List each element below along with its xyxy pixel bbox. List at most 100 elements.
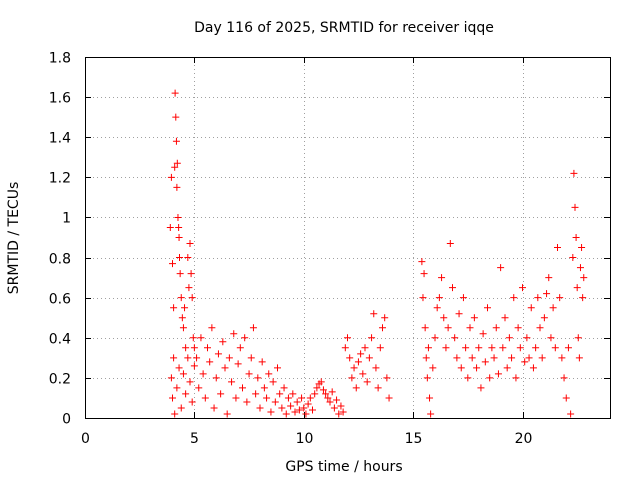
- data-point: [190, 362, 198, 370]
- data-point: [422, 354, 430, 362]
- data-point: [580, 274, 588, 282]
- data-point: [247, 354, 255, 362]
- data-point: [298, 394, 306, 402]
- data-point: [276, 390, 284, 398]
- data-point: [426, 394, 434, 402]
- data-point: [477, 384, 485, 392]
- data-point: [514, 324, 522, 332]
- data-point: [516, 344, 524, 352]
- data-point: [429, 364, 437, 372]
- data-point: [287, 402, 295, 410]
- data-point: [319, 386, 327, 394]
- data-point: [176, 270, 184, 278]
- data-point: [252, 390, 260, 398]
- data-point: [572, 234, 580, 241]
- data-point: [567, 410, 575, 418]
- data-point: [510, 294, 518, 302]
- data-point: [174, 213, 182, 221]
- data-point: [181, 304, 189, 312]
- data-point: [385, 394, 393, 402]
- data-point: [341, 344, 349, 352]
- data-point: [521, 358, 529, 366]
- data-point: [466, 324, 474, 332]
- y-tick-label: 1.8: [49, 51, 71, 67]
- data-point: [346, 354, 354, 362]
- data-point: [309, 406, 316, 414]
- data-point: [184, 254, 192, 262]
- data-point: [179, 370, 187, 378]
- data-point: [457, 364, 465, 372]
- data-point: [468, 354, 476, 362]
- y-tick-label: 0.4: [49, 332, 71, 348]
- y-tick-label: 0.8: [49, 252, 71, 268]
- data-point: [256, 404, 264, 412]
- data-point: [556, 294, 564, 302]
- data-point: [186, 378, 194, 386]
- data-point: [289, 390, 297, 398]
- data-point: [525, 354, 533, 362]
- data-point: [484, 304, 491, 312]
- data-point: [335, 410, 343, 418]
- data-point: [265, 370, 273, 378]
- data-point: [293, 398, 301, 406]
- data-point: [569, 254, 577, 262]
- data-point: [217, 390, 225, 398]
- data-point: [311, 390, 319, 398]
- data-point: [333, 396, 341, 404]
- y-tick-label: 1.6: [49, 91, 71, 107]
- y-tick-label: 0.2: [49, 372, 71, 388]
- data-point: [313, 384, 321, 392]
- data-point: [190, 344, 198, 352]
- data-point: [169, 260, 176, 268]
- data-point: [175, 234, 183, 241]
- data-point: [171, 410, 179, 418]
- data-point: [291, 408, 299, 416]
- data-point: [228, 378, 236, 386]
- data-point: [173, 183, 181, 191]
- y-tick-labels: 0 0.2 0.4 0.6 0.8 1 1.2 1.4 1.6 1.8: [49, 51, 71, 428]
- data-point: [230, 330, 238, 338]
- x-axis-label: GPS time / hours: [285, 459, 402, 475]
- data-point: [258, 358, 266, 366]
- data-point: [505, 334, 513, 342]
- data-point: [212, 374, 220, 382]
- x-tick-label: 20: [515, 431, 533, 447]
- x-tick-label: 0: [81, 431, 90, 447]
- data-point: [176, 254, 183, 262]
- data-point: [208, 324, 216, 332]
- data-point: [239, 384, 246, 392]
- data-point: [449, 284, 456, 292]
- data-point: [354, 358, 362, 366]
- data-point: [221, 364, 229, 372]
- chart-title: Day 116 of 2025, SRMTID for receiver iqq…: [194, 20, 494, 36]
- data-point: [300, 404, 308, 412]
- data-point: [574, 334, 582, 342]
- data-point: [317, 378, 325, 386]
- data-point: [295, 406, 303, 414]
- data-point: [444, 324, 452, 332]
- data-point: [532, 344, 540, 352]
- data-point: [170, 354, 178, 362]
- data-point: [512, 374, 520, 382]
- data-point: [420, 270, 428, 278]
- data-point: [199, 370, 207, 378]
- data-point: [538, 354, 546, 362]
- data-point: [302, 410, 310, 418]
- data-point: [175, 223, 183, 231]
- data-point: [167, 173, 175, 181]
- data-point: [172, 113, 180, 121]
- data-point: [558, 354, 566, 362]
- grid-lines: [85, 57, 610, 418]
- data-point: [365, 354, 373, 362]
- y-tick-label: 1.4: [49, 131, 71, 147]
- data-point: [177, 404, 185, 412]
- data-point: [562, 394, 570, 402]
- data-point: [578, 244, 586, 252]
- data-point: [193, 354, 201, 362]
- x-tick-label: 15: [405, 431, 423, 447]
- data-points: [166, 89, 588, 418]
- data-point: [490, 354, 498, 362]
- data-point: [523, 334, 531, 342]
- data-point: [170, 304, 178, 312]
- data-point: [554, 244, 561, 252]
